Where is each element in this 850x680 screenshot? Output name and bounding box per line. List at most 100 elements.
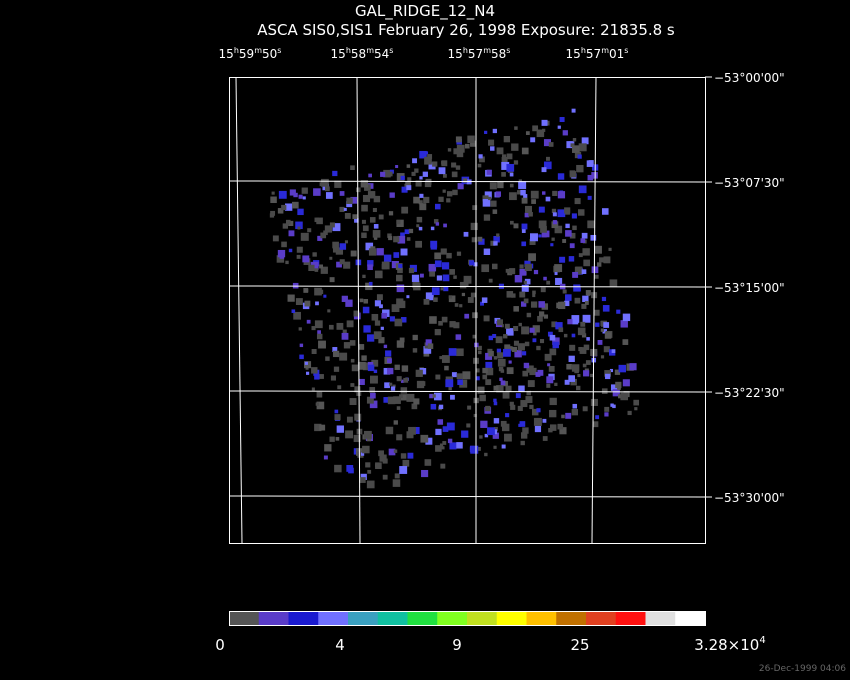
exposure-pixel xyxy=(583,344,590,351)
exposure-pixel xyxy=(416,380,425,389)
exposure-pixel xyxy=(295,298,303,306)
exposure-pixel xyxy=(415,369,423,377)
exposure-pixel xyxy=(523,298,529,304)
exposure-pixel xyxy=(583,259,590,267)
timestamp: 26-Dec-1999 04:06 xyxy=(759,664,846,674)
exposure-pixel xyxy=(369,217,376,223)
colorbar-swatch xyxy=(675,611,706,625)
exposure-pixel xyxy=(291,309,296,314)
exposure-pixel xyxy=(600,328,605,332)
exposure-pixel xyxy=(400,248,408,256)
exposure-pixel xyxy=(296,254,301,259)
exposure-pixel xyxy=(408,228,414,234)
exposure-pixel xyxy=(440,248,447,255)
exposure-pixel xyxy=(457,379,463,385)
exposure-pixel xyxy=(424,156,432,165)
exposure-pixel xyxy=(363,299,369,304)
exposure-pixel xyxy=(329,222,335,228)
exposure-pixel xyxy=(314,287,322,296)
image-frame xyxy=(229,77,706,544)
ra-grid-line xyxy=(591,76,597,544)
exposure-pixel xyxy=(408,426,416,435)
exposure-pixel xyxy=(325,186,330,192)
exposure-pixel xyxy=(337,385,342,390)
exposure-pixel xyxy=(442,441,447,445)
exposure-pixel xyxy=(554,264,563,273)
exposure-pixel xyxy=(379,454,387,462)
exposure-pixel xyxy=(504,323,510,329)
exposure-pixel xyxy=(456,442,463,449)
ra-label-part: m xyxy=(483,46,491,55)
exposure-pixel xyxy=(577,373,581,378)
exposure-pixel xyxy=(493,241,498,246)
exposure-pixel xyxy=(440,287,444,291)
exposure-pixel xyxy=(472,334,477,339)
exposure-pixel xyxy=(424,180,432,188)
exposure-pixel xyxy=(500,324,504,328)
exposure-pixel xyxy=(343,342,351,349)
exposure-pixel xyxy=(463,275,472,284)
exposure-pixel xyxy=(328,324,334,330)
exposure-pixel xyxy=(600,355,605,359)
colorbar-swatch xyxy=(586,611,617,625)
ra-label-part: 58 xyxy=(351,47,366,61)
exposure-pixel xyxy=(514,349,522,358)
exposure-pixel xyxy=(332,347,338,352)
exposure-pixel xyxy=(453,322,460,329)
exposure-pixel xyxy=(446,198,451,203)
exposure-pixel xyxy=(311,349,317,355)
exposure-pixel xyxy=(595,322,600,327)
ra-label-part: 50 xyxy=(262,47,277,61)
colorbar-label: 3.28×104 xyxy=(694,635,765,654)
exposure-pixel xyxy=(415,240,423,248)
exposure-pixel xyxy=(396,406,401,410)
exposure-pixel xyxy=(429,270,436,277)
exposure-pixel xyxy=(526,312,532,318)
exposure-pixel xyxy=(479,156,485,163)
exposure-pixel xyxy=(546,280,551,285)
exposure-pixel xyxy=(585,360,591,365)
exposure-pixel xyxy=(319,182,324,187)
exposure-pixel xyxy=(612,404,616,409)
exposure-pixel xyxy=(277,208,284,214)
exposure-pixel xyxy=(456,150,464,158)
exposure-pixel xyxy=(332,241,339,249)
exposure-pixel xyxy=(393,252,400,258)
dec-grid-line xyxy=(228,285,706,288)
exposure-pixel xyxy=(334,414,341,421)
exposure-pixel xyxy=(401,365,409,372)
exposure-pixel xyxy=(562,239,567,243)
exposure-pixel xyxy=(315,301,319,306)
exposure-pixel xyxy=(446,422,455,431)
ra-label-part: 57 xyxy=(586,47,601,61)
exposure-pixel xyxy=(435,374,441,380)
exposure-pixel xyxy=(302,255,310,263)
exposure-pixel xyxy=(509,401,514,406)
exposure-pixel xyxy=(484,433,489,438)
exposure-pixel xyxy=(333,366,340,372)
exposure-pixel xyxy=(423,298,430,305)
exposure-pixel xyxy=(596,262,602,267)
exposure-pixel xyxy=(618,364,627,373)
exposure-pixel xyxy=(538,301,545,308)
exposure-pixel xyxy=(336,425,344,433)
exposure-pixel xyxy=(346,416,353,423)
exposure-pixel xyxy=(387,233,392,238)
exposure-pixel xyxy=(421,469,429,478)
exposure-pixel xyxy=(542,436,548,441)
ra-label-part: s xyxy=(389,46,393,55)
exposure-pixel xyxy=(406,164,411,168)
exposure-pixel xyxy=(346,320,354,328)
exposure-pixel xyxy=(572,138,577,142)
exposure-pixel xyxy=(490,146,495,151)
exposure-pixel xyxy=(425,339,432,346)
exposure-pixel xyxy=(428,263,437,272)
exposure-pixel xyxy=(538,206,545,213)
coordinate-grid xyxy=(228,76,706,544)
exposure-pixel xyxy=(316,391,323,398)
exposure-pixel xyxy=(443,223,447,228)
exposure-pixel xyxy=(433,392,442,401)
exposure-pixel xyxy=(503,348,511,357)
exposure-pixel xyxy=(587,220,596,229)
exposure-pixel xyxy=(439,443,444,447)
